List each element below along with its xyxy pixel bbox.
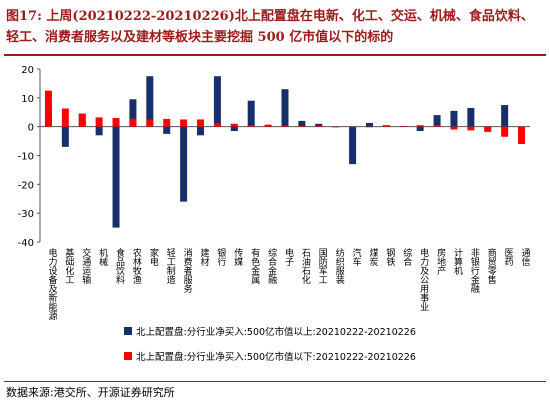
- legend-label-large-cap: 北上配置盘:分行业净买入:500亿市值以上:20210222-20210226: [136, 326, 416, 338]
- bar-small-cap: [129, 118, 137, 127]
- bar-large-cap: [247, 100, 255, 127]
- category-label: 房地产: [435, 247, 446, 276]
- bar-large-cap: [450, 110, 458, 127]
- figure-title-text: 上周(20210222-20210226)北上配置盘在电新、化工、交运、机械、食…: [6, 9, 534, 45]
- category-label: 消费者服务: [182, 247, 193, 294]
- category-label: 综合金融: [266, 247, 277, 285]
- bar-small-cap: [247, 125, 255, 127]
- bar-large-cap: [197, 126, 205, 136]
- bar-small-cap: [264, 124, 272, 127]
- bar-small-cap: [399, 126, 407, 127]
- category-label: 非银行金融: [469, 247, 480, 294]
- category-label: 家电: [148, 247, 159, 266]
- bar-small-cap: [180, 119, 188, 127]
- bar-small-cap: [416, 125, 424, 127]
- bar-small-cap: [518, 126, 526, 144]
- bar-large-cap: [315, 123, 323, 127]
- bar-large-cap: [467, 107, 475, 127]
- category-label: 电力设备及新能源: [46, 247, 57, 321]
- bar-large-cap: [365, 122, 373, 127]
- category-label: 基础化工: [63, 247, 74, 284]
- y-tick-label: 10: [21, 94, 34, 105]
- bar-small-cap: [382, 125, 390, 127]
- bar-large-cap: [163, 126, 171, 134]
- bar-small-cap: [213, 123, 221, 127]
- bar-large-cap: [298, 120, 306, 127]
- category-label: 有色金属: [249, 247, 260, 285]
- bar-small-cap: [44, 90, 52, 127]
- bar-large-cap: [95, 126, 103, 136]
- category-label: 医药: [503, 248, 513, 267]
- bar-small-cap: [332, 126, 340, 128]
- figure-label: 图17:: [6, 9, 42, 24]
- category-label: 交通运输: [80, 247, 91, 285]
- category-label: 国防军工: [317, 248, 328, 284]
- bar-small-cap: [450, 126, 458, 130]
- bar-small-cap: [315, 125, 323, 127]
- bar-large-cap: [433, 115, 441, 127]
- category-label: 轻工制造: [165, 247, 176, 285]
- y-tick-label: 0: [28, 123, 34, 134]
- y-tick-label: -30: [18, 209, 34, 220]
- category-label: 传媒: [232, 247, 243, 267]
- legend-swatch-small-cap: [124, 352, 132, 360]
- bar-large-cap: [501, 105, 509, 127]
- bar-large-cap: [349, 126, 357, 165]
- bar-large-cap: [146, 76, 154, 127]
- bar-small-cap: [112, 118, 120, 127]
- category-label: 煤炭: [367, 247, 378, 267]
- category-label: 农林牧渔: [131, 247, 142, 284]
- bar-small-cap: [501, 126, 509, 137]
- bar-large-cap: [230, 126, 238, 131]
- data-source: 数据来源:港交所、开源证券研究所: [6, 386, 175, 399]
- bar-small-cap: [298, 126, 306, 127]
- bar-small-cap: [433, 125, 441, 127]
- bar-large-cap: [112, 126, 120, 228]
- category-label: 钢铁: [384, 247, 395, 267]
- category-label: 石油石化: [300, 248, 311, 285]
- bar-small-cap: [95, 117, 103, 127]
- y-tick-label: -40: [18, 238, 34, 249]
- category-label: 商贸零售: [486, 247, 497, 285]
- bar-large-cap: [281, 89, 289, 127]
- bar-small-cap: [365, 126, 373, 128]
- bar-chart: 20 10 0 -10 -20 -30 -40 电力设备及新能源 基础化工 交通运输 机械 食品饮料农…: [18, 65, 531, 363]
- legend-label-small-cap: 北上配置盘:分行业净买入:500亿市值以下:20210222-20210226: [136, 351, 416, 363]
- y-tick-label: 20: [21, 65, 34, 76]
- category-label: 汽车: [351, 247, 362, 267]
- bar-large-cap: [416, 126, 424, 131]
- bar-small-cap: [61, 108, 69, 127]
- y-tick-label: -10: [18, 152, 34, 163]
- bar-small-cap: [281, 125, 289, 127]
- bar-large-cap: [180, 126, 188, 202]
- y-tick-label: -20: [18, 180, 34, 191]
- category-label: 银行: [215, 247, 226, 267]
- bar-small-cap: [349, 126, 357, 128]
- category-label: 电力及公用事业: [418, 247, 429, 311]
- bar-small-cap: [146, 119, 154, 127]
- chart-title: 图17: 上周(20210222-20210226)北上配置盘在电新、化工、交运…: [6, 6, 546, 48]
- bar-small-cap: [197, 119, 205, 127]
- bar-large-cap: [129, 99, 137, 127]
- title-divider: [4, 54, 546, 56]
- bar-small-cap: [467, 126, 475, 131]
- category-label: 建材: [199, 247, 210, 266]
- bar-small-cap: [484, 126, 492, 132]
- category-label: 综合: [401, 247, 412, 267]
- category-label: 电子: [283, 247, 294, 266]
- bar-small-cap: [78, 113, 86, 127]
- legend-swatch-large-cap: [124, 327, 132, 335]
- bar-small-cap: [230, 123, 238, 127]
- category-label: 计算机: [452, 247, 463, 276]
- category-label: 机械: [97, 247, 108, 267]
- source-divider: [4, 381, 546, 382]
- category-label: 通信: [520, 248, 531, 267]
- bar-large-cap: [213, 76, 221, 127]
- category-label: 食品饮料: [114, 247, 125, 285]
- category-label: 纺织服装: [334, 247, 345, 285]
- bar-small-cap: [163, 118, 171, 127]
- bar-large-cap: [61, 126, 69, 147]
